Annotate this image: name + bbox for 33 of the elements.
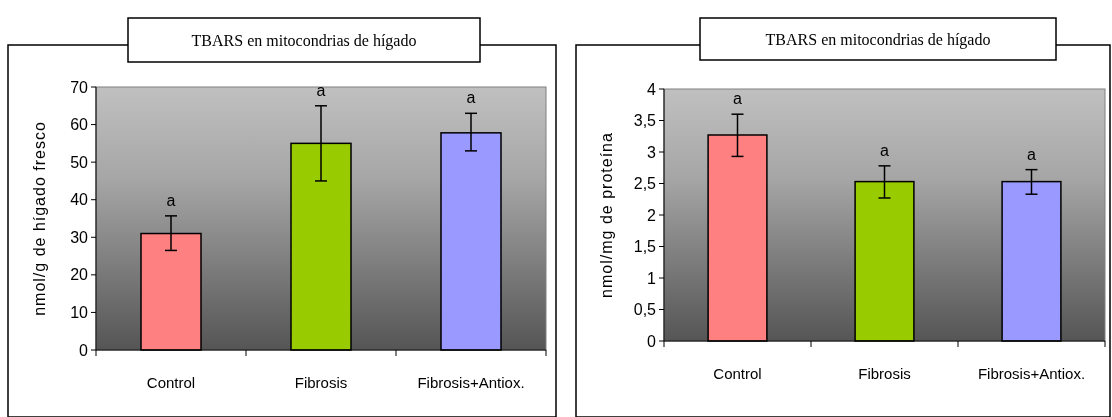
chart-title: TBARS en mitocondrias de hígado <box>191 31 417 50</box>
x-tick-label: Fibrosis <box>294 374 348 391</box>
annotation: a <box>1027 145 1037 163</box>
y-axis-title: nmol/mg de proteína <box>598 132 615 298</box>
y-tick-label: 30 <box>70 228 89 246</box>
y-tick-label: 2 <box>647 206 657 224</box>
x-tick-label: Control <box>146 374 196 391</box>
y-tick-label: 1 <box>647 269 657 287</box>
x-tick-label: Fibrosis <box>858 365 911 382</box>
y-tick-label: 3,5 <box>633 112 657 130</box>
annotation: a <box>166 191 176 209</box>
y-tick-label: 0 <box>647 332 657 350</box>
y-tick-label: 0,5 <box>633 301 657 319</box>
annotation: a <box>466 89 476 107</box>
y-tick-label: 1,5 <box>633 238 657 256</box>
y-tick-label: 40 <box>70 191 89 209</box>
y-tick-label: 2,5 <box>633 175 657 193</box>
y-tick-label: 4 <box>647 80 657 98</box>
y-tick-label: 50 <box>70 153 89 171</box>
y-tick-label: 70 <box>70 78 89 96</box>
x-tick-label: Control <box>713 365 762 382</box>
annotation: a <box>316 81 326 99</box>
y-tick-label: 10 <box>70 304 89 322</box>
chart-title: TBARS en mitocondrias de hígado <box>765 30 991 49</box>
y-tick-label: 0 <box>79 341 89 359</box>
annotation: a <box>733 90 743 108</box>
y-tick-label: 3 <box>647 143 657 161</box>
y-tick-label: 20 <box>70 266 89 284</box>
x-tick-label: Fibrosis+Antiox. <box>417 374 525 391</box>
annotation: a <box>880 141 890 159</box>
y-tick-label: 60 <box>70 116 89 134</box>
y-axis-title: nmol/g de hígado fresco <box>31 121 48 316</box>
x-tick-label: Fibrosis+Antiox. <box>977 365 1086 382</box>
